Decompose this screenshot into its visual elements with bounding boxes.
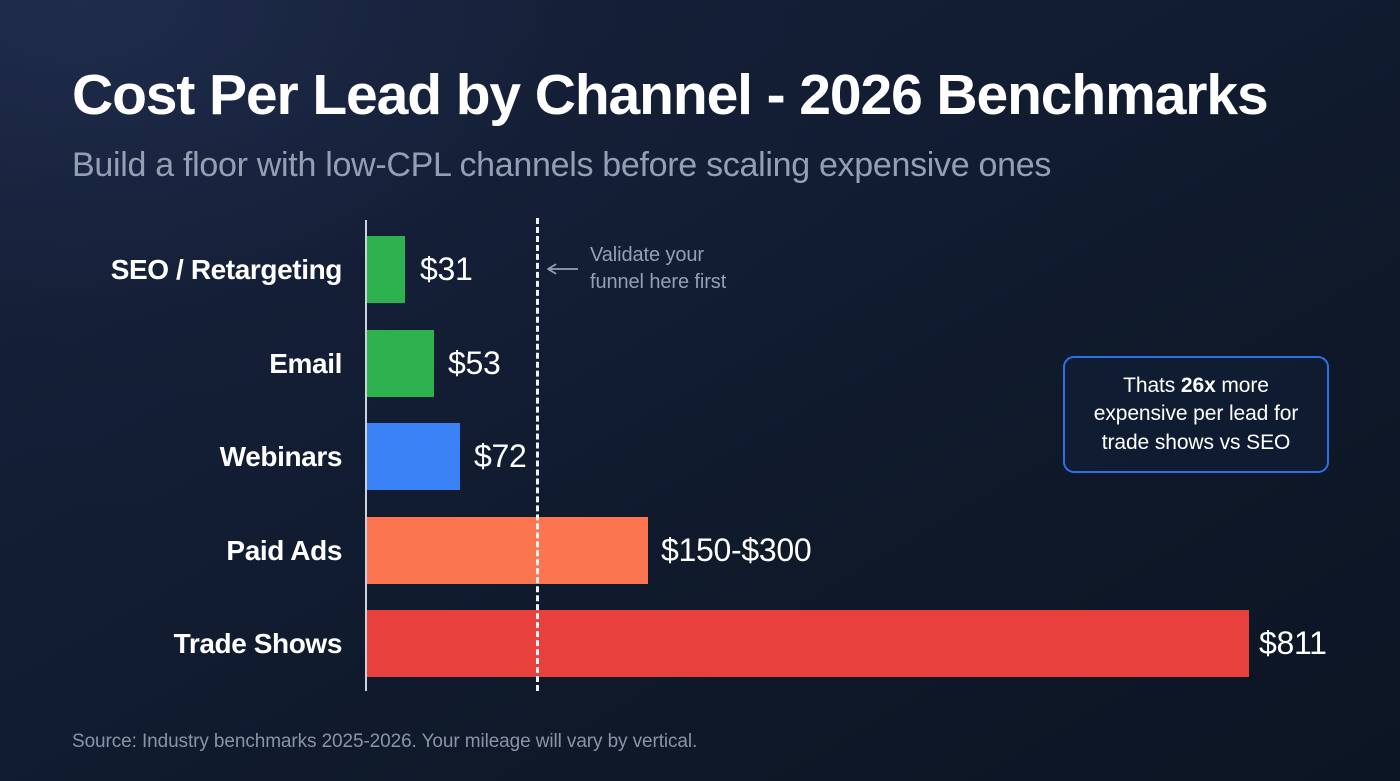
bar-value-label: $150-$300 (661, 532, 812, 568)
callout-text: Thats 26x more expensive per lead for tr… (1077, 372, 1315, 458)
table-row: Webinars $72 (0, 423, 1400, 490)
bar-category-label: Trade Shows (173, 628, 343, 659)
page-title: Cost Per Lead by Channel - 2026 Benchmar… (72, 63, 1269, 127)
bar-category-label: Paid Ads (226, 535, 342, 566)
bar-value-label: $31 (420, 251, 473, 287)
source-note: Source: Industry benchmarks 2025-2026. Y… (72, 731, 698, 752)
arrow-left-icon (547, 263, 578, 274)
table-row: SEO / Retargeting $31 (0, 236, 1400, 303)
y-axis-line (365, 220, 367, 691)
table-row: Email $53 (0, 330, 1400, 397)
bar-value-label: $72 (474, 438, 527, 474)
callout-box: Thats 26x more expensive per lead for tr… (1063, 356, 1329, 473)
bar-rect (367, 423, 460, 490)
table-row: Trade Shows $811 (0, 610, 1400, 677)
table-row: Paid Ads $150-$300 (0, 517, 1400, 584)
threshold-note-text: Validate your funnel here first (590, 244, 727, 293)
callout-emphasis: 26x (1180, 373, 1216, 397)
threshold-dashed-line (536, 218, 539, 691)
bar-rect (367, 236, 405, 303)
bar-category-label: Webinars (219, 441, 343, 472)
bar-category-label: SEO / Retargeting (110, 254, 343, 285)
callout-suffix: more expensive per lead for trade shows … (1093, 373, 1299, 454)
bar-rect (367, 610, 1249, 677)
bar-value-label: $53 (448, 345, 501, 381)
callout-prefix: Thats (1123, 373, 1181, 397)
bar-category-label: Email (269, 348, 342, 379)
chart-subtitle: Build a floor with low-CPL channels befo… (72, 146, 1052, 184)
bar-rect (367, 517, 648, 584)
bar-value-label: $811 (1259, 625, 1327, 661)
threshold-annotation: Validate your funnel here first (546, 242, 726, 295)
bar-rect (367, 330, 434, 397)
